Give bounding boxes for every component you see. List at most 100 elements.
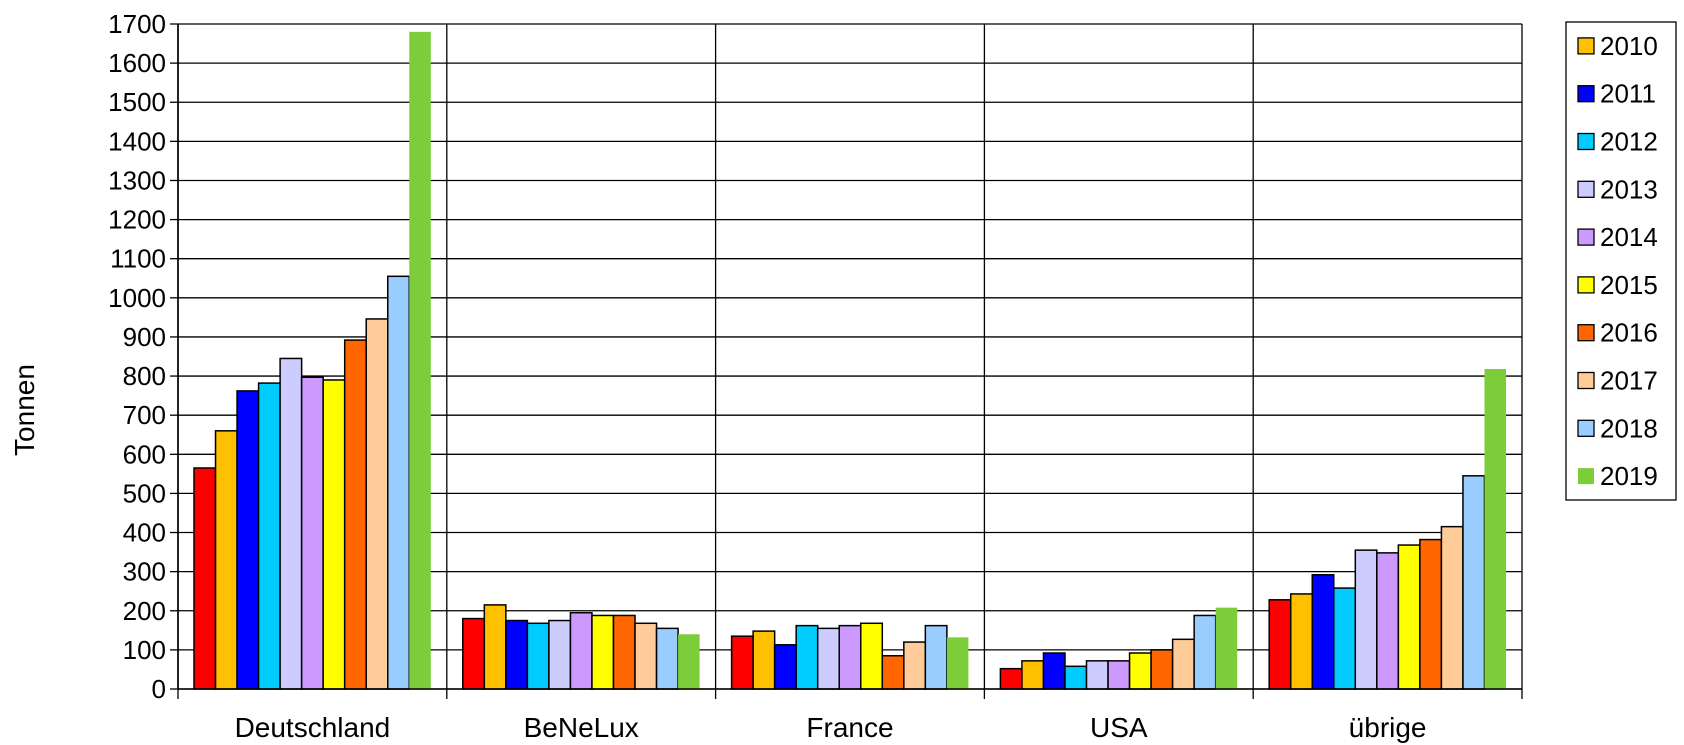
bar [655, 627, 679, 690]
legend-swatch [1577, 276, 1595, 294]
bar [1021, 660, 1045, 690]
bar [1311, 574, 1335, 690]
bar [1128, 652, 1152, 690]
bar [1085, 660, 1109, 690]
legend-swatch [1577, 85, 1595, 103]
bar [860, 622, 884, 690]
legend-label: 2019 [1600, 461, 1658, 491]
legend-label: 2012 [1600, 127, 1658, 157]
bar [483, 604, 507, 690]
bar [773, 644, 797, 690]
y-tick-label: 400 [123, 518, 166, 548]
legend-swatch [1577, 228, 1595, 246]
y-tick-label: 900 [123, 322, 166, 352]
bar [1193, 614, 1217, 690]
bar [634, 622, 658, 690]
bar [881, 655, 905, 690]
legend-swatch [1577, 180, 1595, 198]
legend-swatch [1577, 132, 1595, 151]
y-tick-label: 1100 [110, 244, 166, 274]
bar [257, 382, 281, 690]
y-tick-label: 500 [123, 478, 166, 508]
y-tick-label: 1700 [108, 9, 166, 39]
bar [1397, 544, 1421, 690]
bar [903, 641, 927, 690]
bar [795, 624, 819, 690]
bar [946, 637, 969, 689]
axes [170, 23, 1523, 699]
bar [569, 611, 593, 690]
bar [365, 318, 389, 690]
bar [387, 275, 411, 690]
legend-label: 2018 [1600, 413, 1658, 443]
y-tick-label: 1000 [108, 283, 166, 313]
y-tick-label: 1400 [108, 126, 166, 156]
legend-swatch [1578, 468, 1594, 485]
y-tick-label: 800 [123, 361, 166, 391]
bar [300, 376, 324, 690]
legend-label: 2015 [1600, 270, 1658, 300]
bar [214, 430, 238, 690]
legend-label: 2016 [1600, 318, 1658, 348]
legend-swatch [1577, 371, 1595, 390]
y-tick-label: 0 [152, 674, 166, 704]
category-label: Deutschland [235, 712, 391, 743]
category-labels: Deutschland BeNeLux France USA übrige [235, 712, 1427, 743]
y-tick-label: 200 [123, 596, 166, 626]
y-tick-label: 1300 [108, 165, 166, 195]
bar [193, 467, 217, 690]
bar [1107, 660, 1131, 690]
legend-label: 2014 [1600, 222, 1658, 252]
legend-label: 2010 [1600, 31, 1658, 61]
bar [548, 619, 572, 690]
bar [752, 630, 776, 690]
bar [1419, 538, 1443, 690]
bars [193, 31, 1506, 690]
y-tick-label: 1500 [108, 87, 166, 117]
y-tick-label: 600 [123, 439, 166, 469]
legend-swatch [1577, 324, 1595, 342]
bar [1064, 665, 1088, 690]
bar [1462, 475, 1486, 690]
y-tick-labels: 0 100 200 300 400 500 600 700 800 900 1000 1100 1200… [108, 9, 166, 704]
bar [236, 390, 260, 690]
bar [1215, 607, 1238, 689]
legend: 2010 2011 2012 2013 2014 2015 2016 2017 2018 2019 [1565, 21, 1677, 501]
y-tick-label: 1600 [108, 48, 166, 78]
category-label: BeNeLux [524, 712, 639, 743]
bar [279, 357, 303, 690]
bar [1042, 652, 1066, 690]
bar [526, 622, 550, 690]
legend-swatch [1577, 419, 1595, 437]
bar [343, 339, 367, 690]
bar [730, 635, 754, 690]
bar [505, 619, 529, 690]
category-label: übrige [1349, 712, 1427, 743]
bar [409, 31, 431, 689]
bar [678, 634, 700, 689]
bar [322, 379, 346, 690]
category-label: France [806, 712, 893, 743]
bar [999, 667, 1023, 690]
legend-label: 2013 [1600, 174, 1658, 204]
legend-swatch [1577, 37, 1595, 55]
bar [1354, 549, 1378, 690]
bar [462, 617, 486, 690]
y-tick-label: 100 [123, 635, 166, 665]
y-tick-label: 700 [123, 400, 166, 430]
bar [612, 614, 636, 690]
bar [1333, 587, 1357, 690]
bar [591, 614, 615, 690]
bar [1171, 638, 1195, 690]
bar [1150, 649, 1174, 690]
legend-label: 2017 [1600, 366, 1658, 396]
category-label: USA [1090, 712, 1148, 743]
y-tick-label: 1200 [108, 205, 166, 235]
bar [1289, 593, 1314, 690]
bar [1484, 369, 1506, 689]
bar [1440, 525, 1464, 690]
bar [816, 627, 840, 690]
legend-label: 2011 [1600, 79, 1656, 109]
bar [1376, 552, 1400, 690]
